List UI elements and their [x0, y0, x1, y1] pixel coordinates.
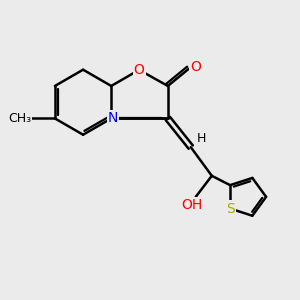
Text: H: H — [197, 132, 206, 145]
Text: CH₃: CH₃ — [8, 112, 31, 125]
Text: N: N — [108, 112, 118, 125]
Text: O: O — [134, 63, 145, 77]
Text: OH: OH — [181, 198, 202, 212]
Text: S: S — [226, 202, 235, 215]
Text: O: O — [190, 60, 201, 74]
